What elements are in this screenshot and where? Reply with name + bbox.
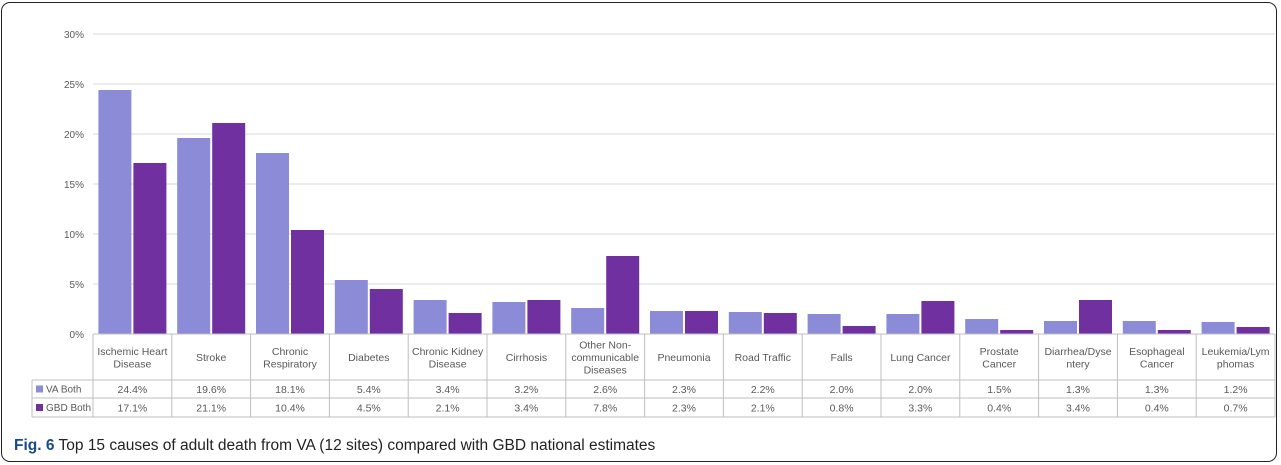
bar-va-both [492,302,525,334]
x-category-label: Ischemic Heart Disease [97,346,167,371]
table-value: 0.7% [1224,403,1248,415]
table-value: 2.0% [908,384,932,396]
x-category-label: Other Non-communicable Diseases [571,340,639,377]
bar-gbd-both [527,300,560,334]
data-table: Ischemic Heart Disease Stroke Chronic Respir… [32,334,1275,417]
bar-va-both [965,319,998,334]
y-tick-label: 10% [64,230,84,241]
table-value: 24.4% [118,384,148,396]
x-category-label: Chronic Kidney Disease [412,346,484,371]
bar-gbd-both [685,311,718,334]
table-value: 3.4% [1066,403,1090,415]
table-value: 18.1% [275,384,305,396]
table-value: 3.3% [908,403,932,415]
x-category-label: Cirrhosis [506,352,547,364]
x-category-label: Road Traffic [735,352,791,364]
bar-va-both [98,90,131,334]
bar-gbd-both [1079,300,1112,334]
y-tick-label: 20% [64,130,84,141]
x-category-label: Chronic Respiratory [263,346,317,371]
y-tick-label: 25% [64,80,84,91]
table-value: 17.1% [118,403,148,415]
table-value: 0.4% [987,403,1011,415]
figure-caption: Fig. 6 Top 15 causes of adult death from… [14,437,655,455]
bar-gbd-both [291,230,324,334]
legend-key-gbd-both [36,404,43,411]
table-value: 21.1% [196,403,226,415]
x-category-label: Pneumonia [657,352,710,364]
bar-va-both [571,308,604,334]
table-value: 0.4% [1145,403,1169,415]
table-value: 5.4% [357,384,381,396]
bar-gbd-both [606,256,639,334]
table-value: 1.2% [1224,384,1248,396]
bar-gbd-both [843,326,876,334]
bar-gbd-both [1158,330,1191,334]
bar-va-both [1044,321,1077,334]
x-category-label: Lung Cancer [890,352,951,364]
table-value: 1.3% [1145,384,1169,396]
table-value: 2.1% [436,403,460,415]
table-value: 2.3% [672,384,696,396]
table-value: 7.8% [593,403,617,415]
table-value: 2.3% [672,403,696,415]
table-value: 1.5% [987,384,1011,396]
table-value: 3.4% [436,384,460,396]
table-value: 4.5% [357,403,381,415]
y-tick-label: 5% [70,280,85,291]
caption-text: Top 15 causes of adult death from VA (12… [59,437,656,454]
table-value: 0.8% [830,403,854,415]
bar-va-both [1123,321,1156,334]
table-value: 1.3% [1066,384,1090,396]
bar-va-both [256,153,289,334]
bar-gbd-both [1000,330,1033,334]
x-category-label: Diabetes [348,352,389,364]
caption-label: Fig. 6 [14,437,54,454]
x-category-label: Prostate Cancer [980,346,1019,371]
bar-gbd-both [921,301,954,334]
bar-gbd-both [764,313,797,334]
legend-key-va-both [36,386,43,393]
table-value: 2.0% [830,384,854,396]
bar-va-both [808,314,841,334]
y-tick-label: 30% [64,30,84,41]
y-tick-label: 15% [64,180,84,191]
table-value: 19.6% [196,384,226,396]
bar-gbd-both [133,163,166,334]
legend-label: VA Both [46,385,81,396]
y-axis: 0% 5% 10% 15% 20% 25% 30% [64,30,84,341]
bar-va-both [886,314,919,334]
x-category-label: Diarrhea/Dyse ntery [1044,346,1111,371]
x-category-label: Stroke [196,352,227,364]
bar-gbd-both [1237,327,1270,334]
bar-va-both [177,138,210,334]
x-category-label: Falls [831,352,853,364]
table-value: 2.2% [751,384,775,396]
bar-va-both [414,300,447,334]
bar-va-both [650,311,683,334]
table-value: 3.4% [514,403,538,415]
x-category-label: Leukemia/Lym phomas [1202,346,1270,371]
bar-gbd-both [449,313,482,334]
chart-bars [98,90,1269,334]
bar-va-both [1202,322,1235,334]
bar-gbd-both [370,289,403,334]
bar-va-both [335,280,368,334]
table-value: 2.1% [751,403,775,415]
bar-chart: 0% 5% 10% 15% 20% 25% 30% Ischemic Heart Diseas… [0,0,1281,432]
bar-gbd-both [212,123,245,334]
y-tick-label: 0% [70,330,85,341]
legend-label: GBD Both [46,403,91,414]
x-category-label: Esophageal Cancer [1129,346,1184,371]
bar-va-both [729,312,762,334]
table-value: 10.4% [275,403,305,415]
table-value: 2.6% [593,384,617,396]
table-value: 3.2% [514,384,538,396]
